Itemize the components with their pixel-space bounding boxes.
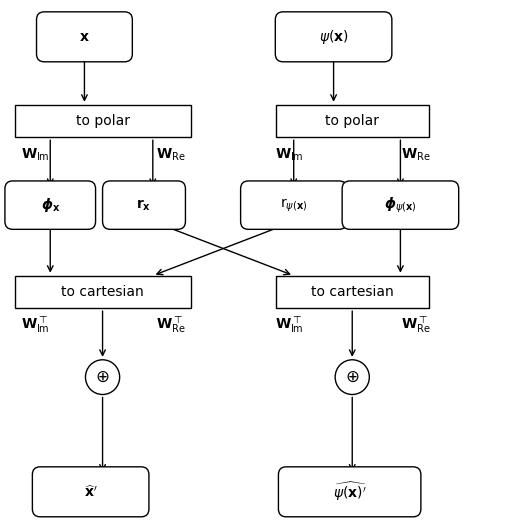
- Text: $\psi(\mathbf{x})$: $\psi(\mathbf{x})$: [319, 28, 349, 46]
- Text: to polar: to polar: [76, 114, 130, 128]
- Text: $\mathbf{W}_{\mathrm{Re}}$: $\mathbf{W}_{\mathrm{Re}}$: [401, 147, 431, 164]
- Text: $\mathbf{x}$: $\mathbf{x}$: [79, 30, 90, 44]
- Text: to cartesian: to cartesian: [61, 285, 144, 299]
- Text: $\mathbf{W}_{\mathrm{Re}}$: $\mathbf{W}_{\mathrm{Re}}$: [156, 147, 185, 164]
- Text: $\boldsymbol{\phi}_{\mathbf{x}}$: $\boldsymbol{\phi}_{\mathbf{x}}$: [40, 196, 60, 214]
- Text: $\oplus$: $\oplus$: [95, 368, 110, 386]
- Text: to cartesian: to cartesian: [311, 285, 394, 299]
- Text: $\widehat{\mathbf{x}}'$: $\widehat{\mathbf{x}}'$: [84, 484, 97, 500]
- FancyBboxPatch shape: [32, 467, 149, 517]
- FancyBboxPatch shape: [15, 276, 191, 308]
- FancyBboxPatch shape: [5, 181, 95, 229]
- FancyBboxPatch shape: [276, 276, 429, 308]
- Text: to polar: to polar: [325, 114, 379, 128]
- FancyBboxPatch shape: [276, 105, 429, 137]
- Text: $\mathbf{W}_{\mathrm{Im}}^\top$: $\mathbf{W}_{\mathrm{Im}}^\top$: [275, 315, 303, 336]
- Circle shape: [335, 360, 369, 394]
- Text: $\oplus$: $\oplus$: [345, 368, 359, 386]
- FancyBboxPatch shape: [342, 181, 459, 229]
- Text: $\mathbf{W}_{\mathrm{Re}}^\top$: $\mathbf{W}_{\mathrm{Re}}^\top$: [401, 315, 431, 336]
- Text: $\mathbf{r}_{\mathbf{x}}$: $\mathbf{r}_{\mathbf{x}}$: [136, 197, 152, 213]
- FancyBboxPatch shape: [103, 181, 185, 229]
- Text: $\widehat{\psi(\mathbf{x})}'$: $\widehat{\psi(\mathbf{x})}'$: [333, 480, 367, 503]
- Text: $\mathbf{W}_{\mathrm{Im}}$: $\mathbf{W}_{\mathrm{Im}}$: [21, 147, 49, 164]
- FancyBboxPatch shape: [36, 12, 133, 62]
- FancyBboxPatch shape: [15, 105, 191, 137]
- Text: $\mathrm{r}_{\psi(\mathbf{x})}$: $\mathrm{r}_{\psi(\mathbf{x})}$: [280, 197, 307, 214]
- Text: $\mathbf{W}_{\mathrm{Im}}^\top$: $\mathbf{W}_{\mathrm{Im}}^\top$: [21, 315, 49, 336]
- FancyBboxPatch shape: [279, 467, 421, 517]
- Text: $\mathbf{W}_{\mathrm{Im}}$: $\mathbf{W}_{\mathrm{Im}}$: [275, 147, 303, 164]
- Text: $\boldsymbol{\phi}_{\psi(\mathbf{x})}$: $\boldsymbol{\phi}_{\psi(\mathbf{x})}$: [384, 196, 416, 215]
- Circle shape: [85, 360, 120, 394]
- FancyBboxPatch shape: [240, 181, 347, 229]
- Text: $\mathbf{W}_{\mathrm{Re}}^\top$: $\mathbf{W}_{\mathrm{Re}}^\top$: [156, 315, 185, 336]
- FancyBboxPatch shape: [276, 12, 392, 62]
